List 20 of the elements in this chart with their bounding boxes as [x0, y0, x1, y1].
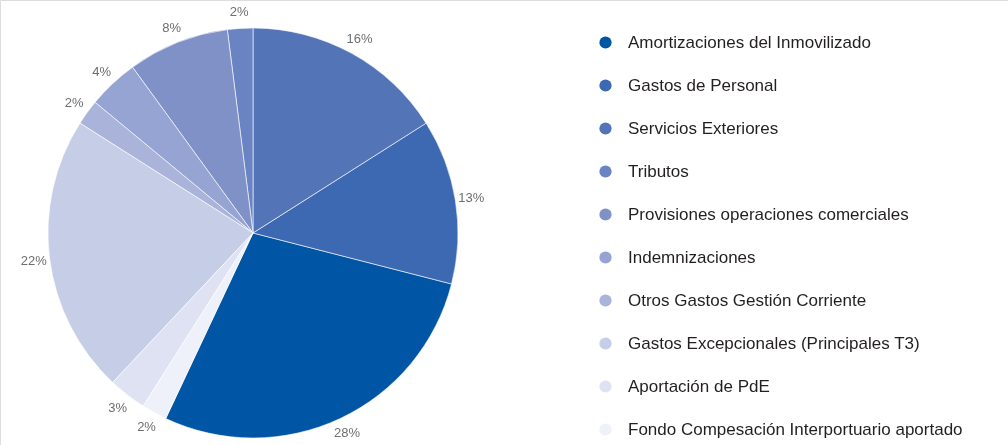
data-label: 16% — [346, 31, 373, 47]
legend-label: Indemnizaciones — [628, 247, 756, 267]
legend-label: Amortizaciones del Inmovilizado — [628, 32, 871, 52]
legend-label: Otros Gastos Gestión Corriente — [628, 290, 867, 310]
data-label: 2% — [137, 418, 157, 434]
data-label: 3% — [108, 399, 128, 415]
data-label: 28% — [334, 424, 361, 440]
legend-label: Tributos — [628, 161, 689, 181]
data-label: 13% — [458, 190, 485, 206]
data-label: 2% — [64, 95, 85, 111]
legend-label: Fondo Compesación Interportuario aportado — [628, 419, 963, 439]
data-label: 4% — [92, 63, 112, 79]
legend-label: Servicios Exteriores — [628, 118, 779, 138]
data-label: 22% — [20, 252, 48, 268]
data-label: 2% — [229, 4, 249, 20]
legend-label: Gastos Excepcionales (Principales T3) — [628, 333, 920, 353]
data-label: 8% — [162, 19, 182, 35]
legend-label: Aportación de PdE — [628, 376, 770, 396]
legend-label: Provisiones operaciones comerciales — [628, 204, 909, 224]
legend-label: Gastos de Personal — [628, 75, 778, 95]
